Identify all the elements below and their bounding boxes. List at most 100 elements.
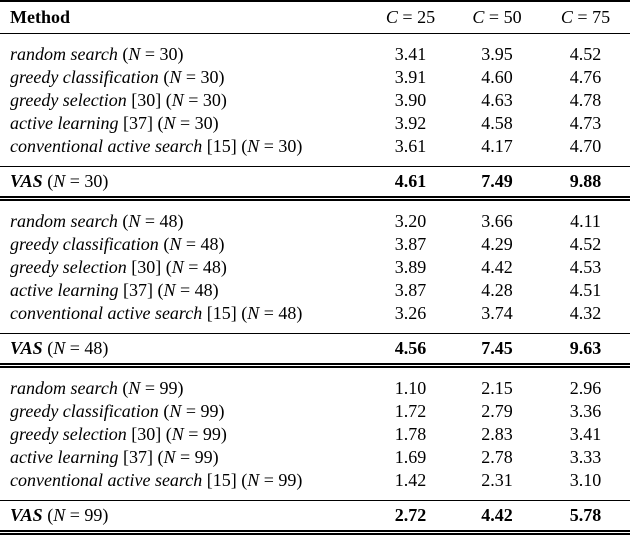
value-cell: 4.29 <box>481 233 513 254</box>
value-cell: 1.42 <box>394 469 427 490</box>
value-cell: 3.90 <box>394 89 427 110</box>
method-text-segment: N <box>171 89 184 110</box>
method-text-segment: active learning <box>10 112 119 133</box>
column-header-c25-value: = 25 <box>397 6 436 27</box>
method-text-segment: ( <box>158 400 170 421</box>
value-cell: 4.42 <box>481 504 513 525</box>
method-text-segment: N <box>128 43 141 64</box>
value-cell: 9.88 <box>569 170 602 191</box>
script-c-symbol: C <box>385 6 398 27</box>
value-cell: 4.73 <box>569 112 602 133</box>
value-cell: 4.70 <box>569 135 602 156</box>
method-text-segment: conventional active search <box>10 469 203 490</box>
section-n30: random search (N = 30) 3.41 3.95 4.52 gr… <box>0 33 630 198</box>
value-cell: 3.36 <box>569 400 602 421</box>
method-text-segment: N <box>53 504 66 525</box>
method-text-segment: random search <box>10 210 118 231</box>
method-text-segment: = 30) <box>140 43 184 64</box>
method-cell: VAS (N = 30) <box>0 166 368 198</box>
column-header-c75-value: = 75 <box>572 6 611 27</box>
method-text-segment: = 48) <box>183 256 227 277</box>
method-text-segment: = 30) <box>183 89 227 110</box>
method-text-segment: ( <box>117 210 129 231</box>
value-cell: 4.61 <box>394 170 427 191</box>
table-row: greedy classification (N = 30) 3.91 4.60… <box>0 66 630 89</box>
method-text-segment: N <box>247 469 260 490</box>
section-n48: random search (N = 48) 3.20 3.66 4.11 gr… <box>0 198 630 365</box>
value-cell: 2.83 <box>481 423 513 444</box>
method-text-segment: = 99) <box>65 504 109 525</box>
method-text-segment: [15] ( <box>202 135 248 156</box>
value-cell: 4.52 <box>569 43 602 64</box>
value-cell: 4.28 <box>481 279 513 300</box>
method-text-segment: ( <box>117 377 129 398</box>
table-row: active learning [37] (N = 48) 3.87 4.28 … <box>0 279 630 302</box>
method-text-segment: greedy classification <box>10 66 159 87</box>
value-cell: 3.91 <box>394 66 427 87</box>
vas-summary-row: VAS (N = 99) 2.72 4.42 5.78 <box>0 500 630 532</box>
table-row: random search (N = 30) 3.41 3.95 4.52 <box>0 33 630 66</box>
method-cell: VAS (N = 99) <box>0 500 368 532</box>
value-cell: 4.51 <box>569 279 602 300</box>
header-row: Method C = 25 C = 50 C = 75 <box>0 1 630 33</box>
value-cell: 3.74 <box>481 302 513 323</box>
method-cell: VAS (N = 48) <box>0 333 368 365</box>
method-text-segment: [37] ( <box>118 279 164 300</box>
section-n99: random search (N = 99) 1.10 2.15 2.96 gr… <box>0 365 630 532</box>
value-cell: 4.17 <box>481 135 513 156</box>
method-text-segment: ( <box>42 170 54 191</box>
method-text-segment: N <box>171 423 184 444</box>
method-text-segment: active learning <box>10 279 119 300</box>
method-text-segment: conventional active search <box>10 302 203 323</box>
method-text-segment: active learning <box>10 446 119 467</box>
value-cell: 4.11 <box>570 210 601 231</box>
value-cell: 4.63 <box>481 89 513 110</box>
method-text-segment: = 99) <box>140 377 184 398</box>
value-cell: 1.78 <box>394 423 427 444</box>
column-header-c50-value: = 50 <box>484 6 522 27</box>
table-row: active learning [37] (N = 30) 3.92 4.58 … <box>0 112 630 135</box>
table-row: greedy selection [30] (N = 99) 1.78 2.83… <box>0 423 630 446</box>
method-cell: greedy classification (N = 30) <box>0 66 368 89</box>
method-text-segment: [15] ( <box>202 469 248 490</box>
method-text-segment: N <box>169 66 182 87</box>
column-header-c75: C = 75 <box>541 1 630 33</box>
value-cell: 4.32 <box>569 302 602 323</box>
method-cell: random search (N = 48) <box>0 198 368 233</box>
value-cell: 3.87 <box>394 279 427 300</box>
method-text-segment: = 30) <box>181 66 225 87</box>
table-row: random search (N = 99) 1.10 2.15 2.96 <box>0 365 630 400</box>
table-row: conventional active search [15] (N = 99)… <box>0 469 630 501</box>
method-cell: greedy classification (N = 48) <box>0 233 368 256</box>
method-text-segment: N <box>163 112 176 133</box>
value-cell: 2.31 <box>481 469 513 490</box>
value-cell: 9.63 <box>569 337 602 358</box>
column-header-c50: C = 50 <box>453 1 541 33</box>
method-text-segment: = 30) <box>65 170 109 191</box>
table-row: conventional active search [15] (N = 30)… <box>0 135 630 167</box>
method-text-segment: N <box>169 233 182 254</box>
value-cell: 4.60 <box>481 66 513 87</box>
value-cell: 3.20 <box>394 210 427 231</box>
table-row: conventional active search [15] (N = 48)… <box>0 302 630 334</box>
value-cell: 1.69 <box>394 446 427 467</box>
method-text-segment: ( <box>42 337 54 358</box>
method-text-segment: = 48) <box>140 210 184 231</box>
method-text-segment: random search <box>10 377 118 398</box>
method-text-segment: VAS <box>10 170 43 191</box>
column-header-method: Method <box>10 6 70 27</box>
value-cell: 1.10 <box>394 377 427 398</box>
method-text-segment: N <box>53 170 66 191</box>
value-cell: 2.78 <box>481 446 513 467</box>
value-cell: 4.42 <box>481 256 513 277</box>
method-text-segment: [37] ( <box>118 112 164 133</box>
method-text-segment: N <box>128 210 141 231</box>
table-row: active learning [37] (N = 99) 1.69 2.78 … <box>0 446 630 469</box>
method-text-segment: greedy classification <box>10 233 159 254</box>
table-row: greedy classification (N = 99) 1.72 2.79… <box>0 400 630 423</box>
method-text-segment: N <box>169 400 182 421</box>
value-cell: 4.76 <box>569 66 602 87</box>
method-text-segment: = 99) <box>259 469 303 490</box>
method-text-segment: greedy classification <box>10 400 159 421</box>
